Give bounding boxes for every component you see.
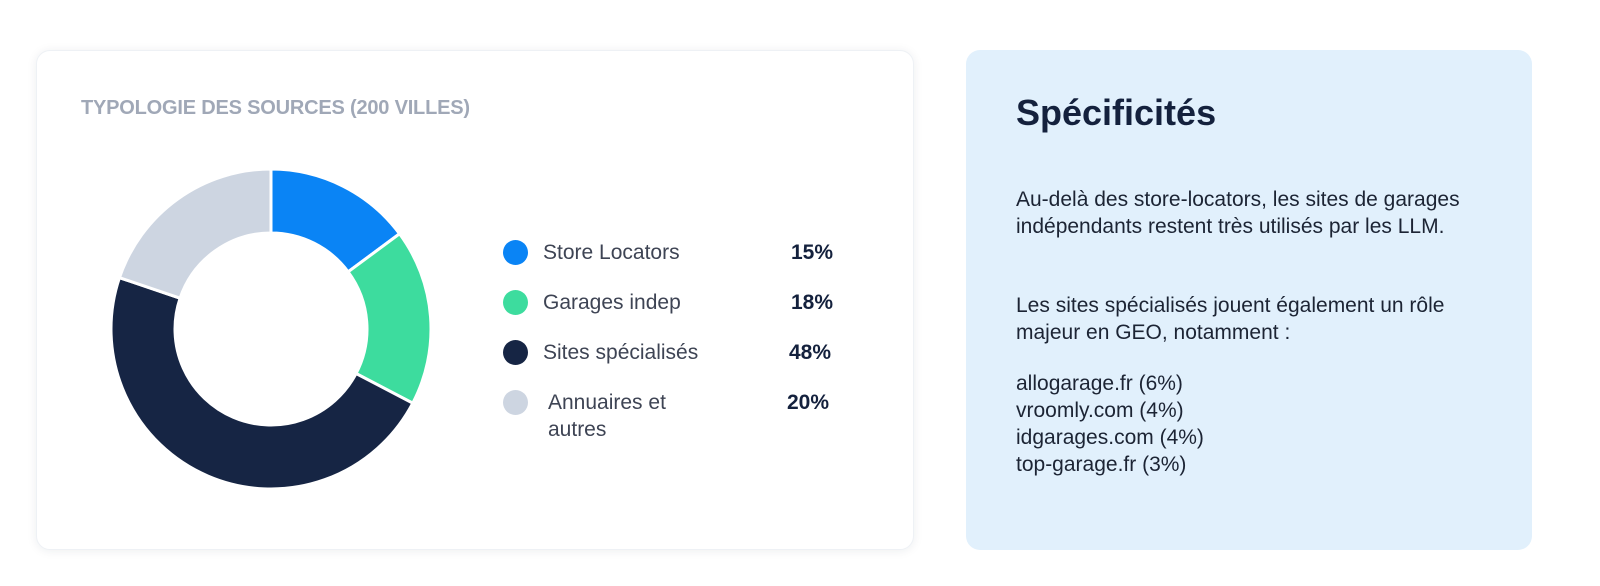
legend-item-garages-indep: Garages indep 18% bbox=[501, 289, 861, 349]
list-item-top-garage: top-garage.fr (3%) bbox=[1016, 453, 1187, 476]
donut-slice-sites-sp-cialis-s bbox=[109, 275, 415, 491]
legend-label-annuaires: Annuaires et autres bbox=[548, 391, 666, 441]
specificites-paragraph-1: Au-delà des store-locators, les sites de… bbox=[1016, 188, 1460, 238]
legend-item-sites-specialises: Sites spécialisés 48% bbox=[501, 339, 861, 399]
legend-value-annuaires: 20% bbox=[787, 391, 830, 414]
legend-dot-sites-specialises bbox=[503, 340, 528, 365]
legend-dot-annuaires bbox=[503, 390, 528, 415]
legend-label-sites-specialises: Sites spécialisés bbox=[543, 341, 699, 364]
specialized-sites-list: allogarage.fr (6%) vroomly.com (4%) idga… bbox=[1016, 370, 1204, 478]
chart-card: TYPOLOGIE DES SOURCES (200 VILLES) Store… bbox=[36, 50, 914, 550]
donut-chart bbox=[109, 167, 433, 491]
list-item-allogarage: allogarage.fr (6%) bbox=[1016, 372, 1183, 395]
legend-item-store-locators: Store Locators 15% bbox=[501, 239, 861, 299]
legend-value-garages-indep: 18% bbox=[791, 291, 834, 314]
legend-dot-garages-indep bbox=[503, 290, 528, 315]
legend-value-sites-specialises: 48% bbox=[789, 341, 832, 364]
specificites-card: Spécificités Au-delà des store-locators,… bbox=[966, 50, 1532, 550]
specificites-paragraph-2: Les sites spécialisés jouent également u… bbox=[1016, 294, 1445, 344]
donut-slice-annuaires-et-autres bbox=[117, 167, 273, 301]
list-item-idgarages: idgarages.com (4%) bbox=[1016, 426, 1204, 449]
legend-dot-store-locators bbox=[503, 240, 528, 265]
legend-item-annuaires: Annuaires et autres 20% bbox=[501, 389, 861, 449]
list-item-vroomly: vroomly.com (4%) bbox=[1016, 399, 1184, 422]
legend-value-store-locators: 15% bbox=[791, 241, 834, 264]
legend-label-garages-indep: Garages indep bbox=[543, 291, 681, 314]
specificites-title: Spécificités bbox=[1016, 92, 1217, 133]
chart-title: TYPOLOGIE DES SOURCES (200 VILLES) bbox=[81, 97, 470, 119]
legend-label-store-locators: Store Locators bbox=[543, 241, 680, 264]
